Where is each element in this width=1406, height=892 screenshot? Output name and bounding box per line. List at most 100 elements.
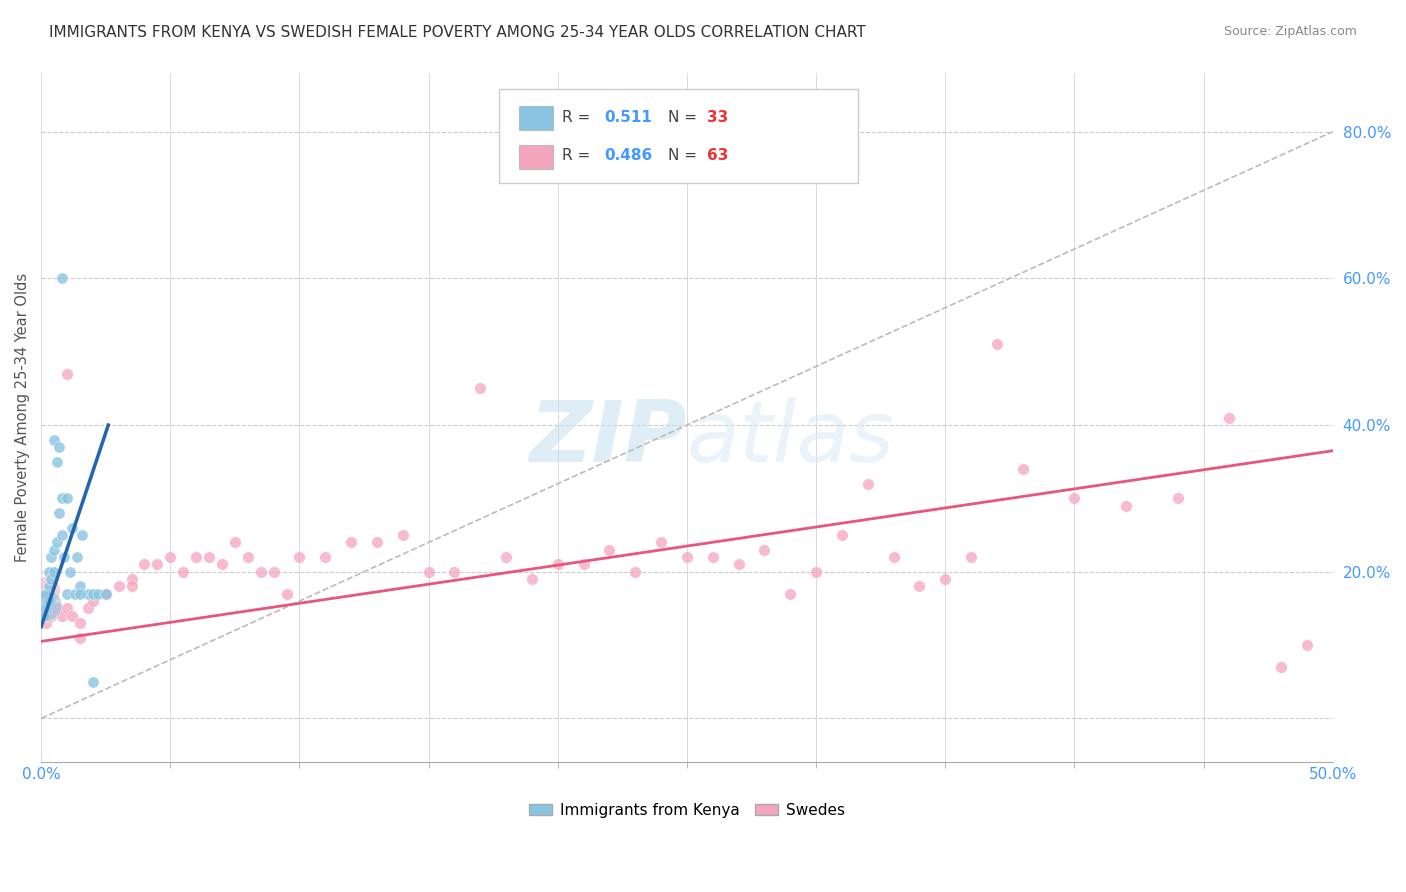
Point (38, 594, 60, 608)
Point (727, 558, 749, 572)
Point (470, 381, 492, 395)
Point (934, 572, 956, 586)
Point (366, 535, 388, 549)
Text: R =: R = (562, 148, 596, 163)
Point (41, 572, 63, 586)
Point (38, 579, 60, 593)
Point (172, 565, 194, 579)
Point (121, 579, 143, 593)
Point (572, 558, 595, 572)
Point (314, 550, 336, 565)
Point (51, 528, 73, 542)
Point (35, 583, 58, 598)
Point (51, 608, 73, 623)
Point (960, 550, 983, 565)
Point (35, 616, 58, 631)
Point (82, 587, 104, 601)
Text: N =: N = (668, 110, 702, 125)
Point (211, 558, 233, 572)
Point (804, 565, 827, 579)
Text: ZIP: ZIP (529, 397, 688, 480)
Point (986, 337, 1008, 351)
Point (69, 616, 91, 631)
Point (1270, 660, 1292, 674)
Point (53, 550, 76, 565)
Text: IMMIGRANTS FROM KENYA VS SWEDISH FEMALE POVERTY AMONG 25-34 YEAR OLDS CORRELATIO: IMMIGRANTS FROM KENYA VS SWEDISH FEMALE … (49, 25, 866, 40)
Point (263, 565, 285, 579)
Point (51, 271, 73, 285)
Point (87, 587, 110, 601)
Y-axis label: Female Poverty Among 25-34 Year Olds: Female Poverty Among 25-34 Year Olds (15, 273, 30, 562)
Point (69, 631, 91, 645)
Point (1115, 499, 1137, 513)
Point (72, 528, 94, 542)
Point (38, 565, 60, 579)
Text: 0.486: 0.486 (605, 148, 652, 163)
Point (35, 598, 58, 612)
Point (779, 587, 801, 601)
Point (184, 550, 207, 565)
Point (45, 455, 67, 469)
Point (1063, 491, 1085, 506)
Point (41, 608, 63, 623)
Point (883, 550, 905, 565)
Text: 63: 63 (707, 148, 728, 163)
Point (45, 535, 67, 549)
Point (443, 565, 465, 579)
Point (107, 579, 129, 593)
Point (831, 528, 853, 542)
Point (520, 572, 543, 586)
Point (69, 579, 91, 593)
Point (56, 491, 79, 506)
Point (41, 550, 63, 565)
Point (48, 440, 70, 454)
Point (56, 367, 79, 381)
Point (82, 674, 104, 689)
Point (624, 565, 647, 579)
Point (650, 535, 672, 549)
Point (340, 535, 363, 549)
Point (35, 601, 58, 615)
Point (146, 558, 169, 572)
Text: 0.511: 0.511 (605, 110, 652, 125)
Point (754, 542, 776, 557)
Point (58, 565, 80, 579)
Point (56, 587, 79, 601)
Point (288, 550, 311, 565)
Point (94, 587, 117, 601)
Legend: Immigrants from Kenya, Swedes: Immigrants from Kenya, Swedes (523, 797, 851, 823)
Text: 33: 33 (707, 110, 728, 125)
Point (32, 608, 55, 623)
Point (598, 542, 620, 557)
Point (66, 550, 89, 565)
Text: N =: N = (668, 148, 702, 163)
Point (69, 587, 91, 601)
Text: Source: ZipAtlas.com: Source: ZipAtlas.com (1223, 25, 1357, 38)
Point (391, 528, 413, 542)
Point (60, 521, 83, 535)
Point (224, 535, 246, 549)
Point (236, 550, 259, 565)
Point (1218, 410, 1240, 425)
Point (159, 550, 181, 565)
Point (45, 601, 67, 615)
Point (94, 587, 117, 601)
Point (56, 601, 79, 615)
Point (495, 550, 517, 565)
Point (94, 587, 117, 601)
Point (42, 565, 65, 579)
Point (48, 506, 70, 520)
Point (76, 601, 98, 615)
Point (198, 550, 221, 565)
Point (35, 587, 58, 601)
Point (82, 594, 104, 608)
Point (856, 476, 879, 491)
Point (76, 587, 98, 601)
Point (134, 558, 156, 572)
Text: atlas: atlas (688, 397, 896, 480)
Point (276, 587, 298, 601)
Point (547, 558, 569, 572)
Point (249, 565, 271, 579)
Point (60, 608, 83, 623)
Point (121, 572, 143, 586)
